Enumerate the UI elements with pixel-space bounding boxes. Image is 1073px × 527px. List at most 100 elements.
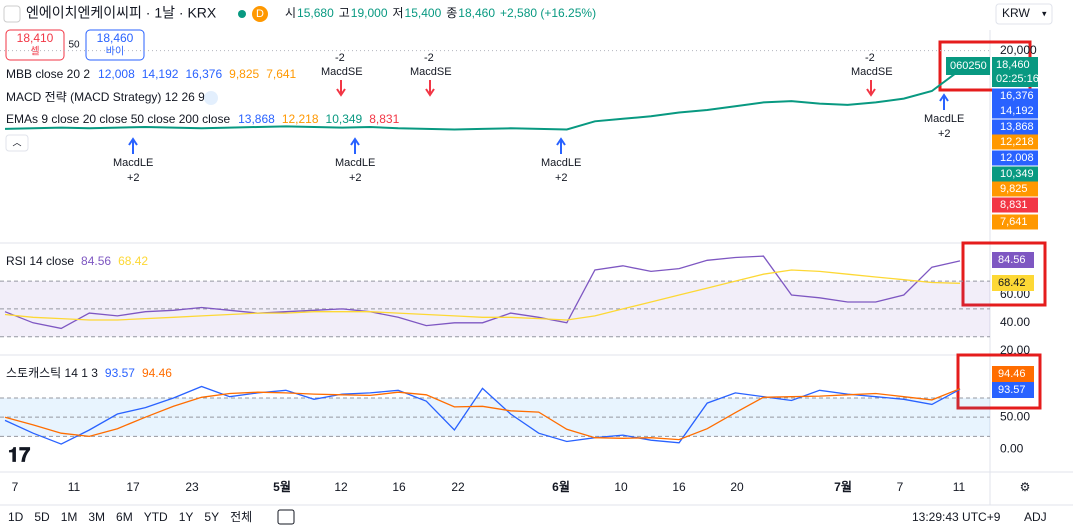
price-badge	[992, 88, 1038, 104]
collapse-button[interactable]	[5, 134, 29, 152]
value-badge	[992, 382, 1034, 398]
signal-arrow	[128, 137, 138, 154]
range-button[interactable]: 1M	[61, 510, 78, 524]
price-badge-text: 9,825	[1000, 183, 1028, 195]
x-tick-label: 17	[126, 480, 140, 494]
indicator-label: RSI 14 close	[6, 254, 74, 268]
ohlc-value: 15,400	[405, 6, 442, 20]
price-badge-text: 7,641	[1000, 216, 1028, 228]
highlight-box	[956, 353, 1042, 410]
ohlc-value: 19,000	[351, 6, 388, 20]
price-badge-text: 10,349	[1000, 168, 1034, 180]
price-badge	[992, 181, 1038, 197]
price-badge	[992, 150, 1038, 166]
ohlc-label: 종	[446, 6, 457, 20]
signal-label: MacdSE	[851, 66, 893, 78]
y-tick-label: 0.00	[1000, 441, 1024, 455]
signal-qty: -2	[335, 52, 345, 64]
symbol-logo	[3, 5, 21, 23]
market-status	[238, 10, 246, 18]
range-button[interactable]: YTD	[144, 510, 168, 524]
signal-qty: +2	[127, 172, 140, 184]
spread: 50	[68, 40, 80, 51]
range-button[interactable]: 3M	[88, 510, 105, 524]
ohlc-label: 저	[393, 6, 404, 20]
sell-button[interactable]	[5, 29, 65, 61]
ohlc-value: 18,460	[458, 6, 495, 20]
buy-label[interactable]: 바이	[106, 46, 124, 58]
x-tick-label: 16	[672, 480, 686, 494]
indicator-label: 스토캐스틱 14 1 3	[6, 366, 98, 380]
last-price-box	[946, 57, 990, 75]
y-tick-label: 40.00	[1000, 315, 1030, 329]
indicator-value: 68.42	[118, 254, 148, 268]
signal-arrow	[939, 93, 949, 110]
indicator-line	[4, 255, 961, 330]
signal-qty: -2	[424, 52, 434, 64]
buy-price[interactable]: 18,460	[97, 31, 134, 45]
value-badge	[992, 252, 1034, 268]
x-tick-label: 12	[334, 480, 348, 494]
price-badge	[992, 197, 1038, 213]
indicator-value: 94.46	[142, 366, 172, 380]
y-tick-label: 20,000	[1000, 43, 1037, 57]
price-badge	[992, 214, 1038, 230]
x-tick-label: 23	[185, 480, 199, 494]
brand-logo: 𝟏𝟕	[8, 444, 30, 466]
signal-qty: -2	[865, 52, 875, 64]
legend-value: 12,218	[282, 112, 319, 126]
sell-price[interactable]: 18,410	[17, 31, 54, 45]
countdown: 02:25:16	[996, 73, 1039, 85]
y-tick-label: 20.00	[1000, 343, 1030, 357]
value-badge-text: 94.46	[998, 368, 1026, 380]
price-badge-text: 12,218	[1000, 136, 1034, 148]
legend-name: EMAs 9 close 20 close 50 close 200 close	[6, 112, 230, 126]
x-tick-label: 11	[68, 480, 81, 494]
last-symbol: 060250	[950, 60, 987, 72]
legend-value: 10,349	[326, 112, 363, 126]
price-badge	[992, 103, 1038, 119]
signal-label: MacdLE	[335, 157, 375, 169]
signal-label: MacdSE	[321, 66, 363, 78]
currency[interactable]: KRW	[1002, 6, 1030, 20]
calendar-icon[interactable]	[277, 509, 295, 525]
ohlc-value: 15,680	[297, 6, 334, 20]
range-button[interactable]: 1D	[8, 510, 24, 524]
price-badge-text: 14,192	[1000, 105, 1034, 117]
signal-arrow	[336, 80, 346, 97]
signal-arrow	[556, 137, 566, 154]
signal-qty: +2	[938, 128, 951, 140]
price-badge-text: 12,008	[1000, 152, 1034, 164]
settings-icon[interactable]: ⚙	[1020, 480, 1031, 494]
signal-label: MacdLE	[113, 157, 153, 169]
ohlc-label: 시	[285, 6, 296, 20]
settings-dot[interactable]	[204, 91, 218, 105]
indicator-value: 93.57	[105, 366, 135, 380]
signal-label: MacdLE	[924, 113, 964, 125]
signal-arrow	[425, 80, 435, 97]
x-tick-label: 6월	[552, 479, 570, 494]
range-button[interactable]: 1Y	[179, 510, 194, 524]
legend-value: 14,192	[142, 67, 179, 81]
x-tick-label: 11	[953, 480, 966, 494]
highlight-box	[961, 241, 1047, 307]
x-tick-label: 7	[897, 480, 904, 494]
currency-dropdown[interactable]	[995, 3, 1053, 25]
value-badge	[992, 275, 1034, 291]
price-change: +2,580 (+16.25%)	[500, 6, 596, 20]
badge-circle	[252, 6, 268, 22]
x-tick-label: 20	[730, 480, 744, 494]
x-tick-label: 10	[614, 480, 628, 494]
range-button[interactable]: 전체	[230, 510, 252, 524]
dropdown-caret: ▾	[1042, 8, 1047, 18]
price-badge-text: 13,868	[1000, 121, 1034, 133]
collapse-icon: ︿	[12, 137, 21, 147]
symbol-name: 엔에이치엔케이씨피 · 1날 · KRX	[26, 5, 217, 21]
range-button[interactable]: 6M	[116, 510, 133, 524]
signal-arrow	[350, 137, 360, 154]
buy-button[interactable]	[85, 29, 145, 61]
range-button[interactable]: 5D	[34, 510, 50, 524]
range-button[interactable]: 5Y	[204, 510, 219, 524]
sell-label[interactable]: 셀	[30, 46, 39, 58]
